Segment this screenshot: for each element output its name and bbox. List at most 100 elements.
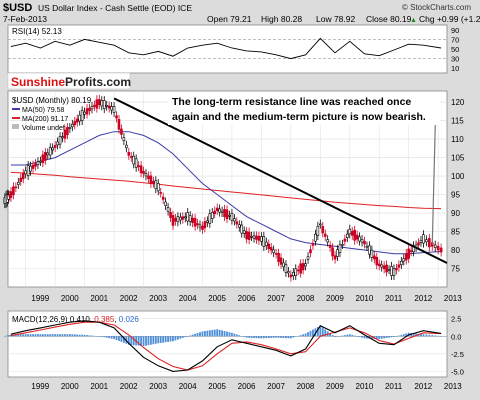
price-candle-body (255, 235, 258, 240)
macd-x-axis-year-label: 2013 (444, 382, 462, 391)
price-candle-body (127, 152, 131, 156)
price-candle-body (120, 128, 123, 135)
ma200-legend: MA(200) 91.17 (22, 116, 68, 123)
macd-histogram-bar (32, 334, 34, 337)
macd-histogram-bar (120, 336, 123, 342)
price-candle-body (260, 236, 263, 242)
price-y-tick: 85 (451, 228, 460, 237)
price-candle-body (336, 249, 339, 257)
price-candle-body (409, 250, 413, 253)
price-y-tick: 110 (451, 135, 464, 144)
rsi-y-tick: 30 (451, 55, 459, 64)
price-candle-body (196, 223, 199, 226)
price-candle-body (400, 260, 403, 265)
price-candle-body (56, 141, 59, 146)
macd-histogram-bar (267, 336, 270, 339)
macd-histogram-bar (105, 336, 108, 338)
price-candle-body (292, 272, 295, 277)
macd-histogram-bar (339, 336, 341, 337)
macd-histogram-bar (39, 334, 42, 337)
macd-histogram-bar (422, 334, 425, 337)
price-candle-body (110, 106, 113, 111)
price-candle-body (287, 271, 290, 274)
macd-x-axis-year-label: 2008 (297, 382, 315, 391)
macd-histogram-bar (174, 336, 177, 341)
macd-histogram-bar (29, 334, 32, 337)
macd-histogram-bar (113, 336, 115, 340)
price-candle-body (301, 263, 305, 271)
macd-histogram-bar (280, 336, 282, 338)
macd-histogram-bar (54, 334, 57, 337)
price-candle-body (181, 216, 185, 220)
macd-histogram-bar (265, 336, 268, 339)
price-candle-body (363, 240, 366, 245)
price-candle-body (46, 152, 50, 156)
price-candle-body (407, 248, 410, 259)
macd-histogram-bar (189, 335, 192, 337)
macd-histogram-bar (375, 336, 378, 339)
macd-histogram-bar (341, 335, 344, 337)
price-candle-body (417, 242, 420, 246)
macd-histogram-bar (343, 335, 346, 337)
macd-histogram-bar (366, 336, 368, 339)
macd-histogram-bar (223, 331, 226, 337)
ma200-line (10, 171, 442, 210)
price-candle-body (350, 231, 354, 236)
price-candle-body (294, 268, 298, 276)
price-candle-body (377, 263, 381, 266)
price-candle-body (98, 99, 101, 106)
price-candle-body (240, 224, 244, 234)
macd-histogram-bar (324, 329, 327, 337)
macd-histogram-bar (22, 334, 25, 337)
price-candle-body (83, 111, 86, 115)
macd-histogram-bar (100, 336, 103, 337)
instrument-name: US Dollar Index - Cash Settle (EOD) ICE (38, 3, 192, 13)
macd-histogram-bar (380, 336, 383, 339)
price-candle-body (122, 137, 126, 141)
price-candle-body (348, 228, 352, 235)
macd-histogram-bar (272, 336, 275, 338)
price-candle-body (230, 213, 234, 221)
macd-histogram-bar (226, 331, 228, 337)
macd-histogram-bar (127, 336, 130, 345)
price-candle-body (34, 163, 37, 167)
macd-histogram-bar (122, 336, 125, 343)
price-candle-body (12, 186, 15, 196)
price-candle-body (53, 145, 57, 148)
macd-histogram-bar (8, 335, 11, 337)
price-candle-body (385, 264, 388, 273)
price-candle-body (360, 239, 364, 243)
price-candle-body (26, 165, 30, 176)
price-candle-body (264, 241, 268, 246)
price-candle-body (21, 173, 25, 180)
price-candle-body (355, 234, 359, 240)
price-candle-body (250, 236, 253, 238)
x-axis-year-label: 1999 (31, 294, 49, 303)
macd-histogram-bar (385, 336, 388, 339)
macd-histogram-bar (282, 336, 285, 339)
price-candle-body (193, 218, 197, 227)
price-candle-body (267, 243, 271, 249)
macd-histogram-bar (216, 329, 219, 337)
price-legend: $USD (Monthly) 80.19 (12, 96, 92, 105)
volume-legend-swatch (12, 124, 19, 129)
price-candle-body (80, 110, 84, 121)
macd-histogram-bar (83, 334, 86, 337)
x-axis-year-label: 2001 (90, 294, 108, 303)
price-candle-body (218, 208, 221, 213)
price-candle-body (309, 249, 312, 254)
macd-histogram-bar (275, 336, 278, 338)
price-candle-body (215, 207, 219, 211)
price-y-tick: 90 (451, 209, 460, 218)
price-candle-body (117, 119, 121, 130)
macd-histogram-bar (314, 328, 317, 337)
macd-histogram-bar (142, 336, 145, 347)
volume-legend: Volume undef (22, 125, 65, 132)
price-candle-body (183, 216, 187, 219)
macd-histogram-bar (7, 335, 10, 337)
price-candle-body (272, 249, 275, 253)
price-candle-body (174, 218, 177, 222)
macd-histogram-bar (412, 333, 415, 337)
macd-histogram-bar (3, 336, 6, 337)
